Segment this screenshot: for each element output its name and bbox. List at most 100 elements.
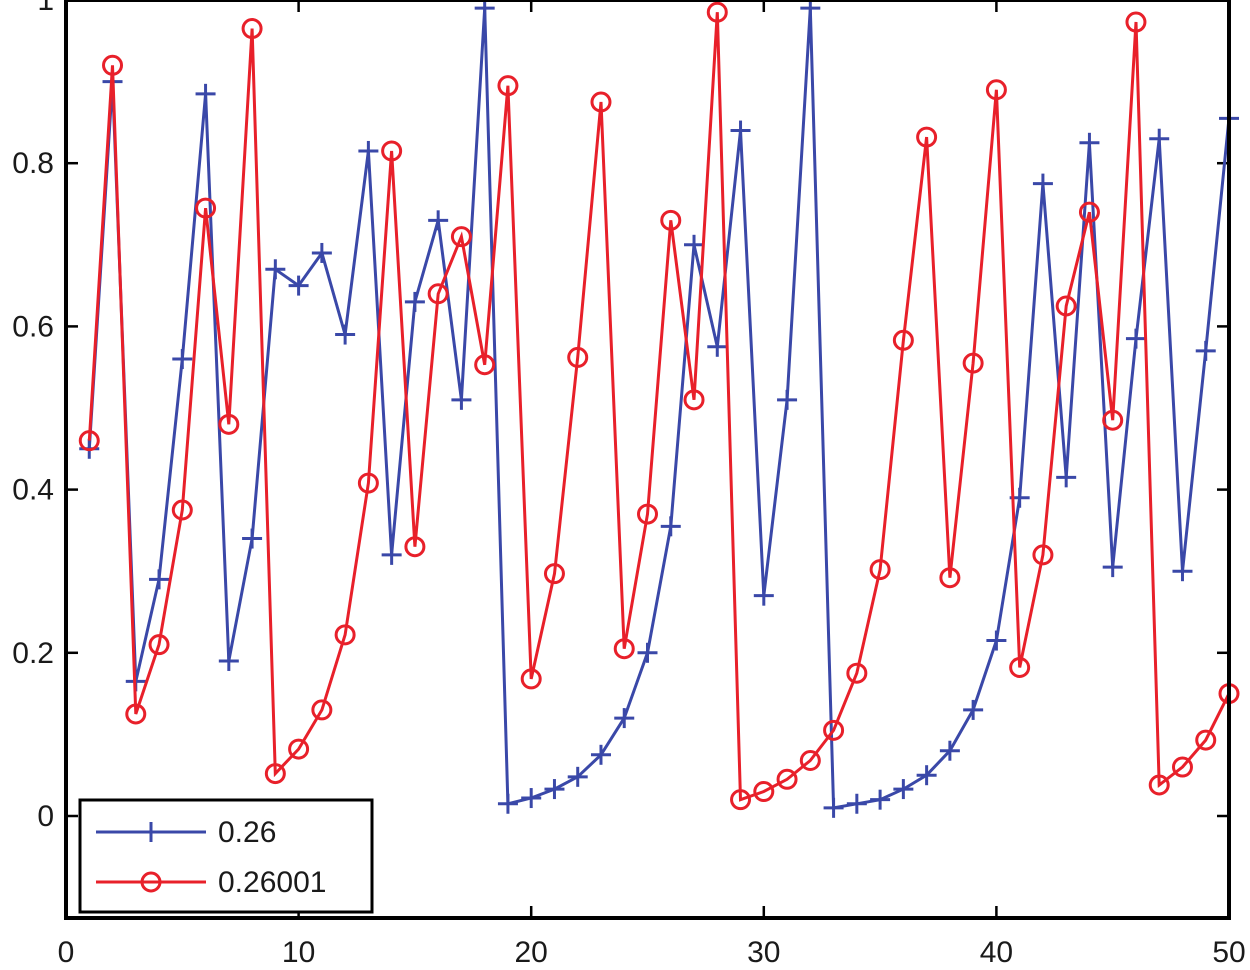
x-tick-label: 0	[58, 936, 75, 969]
data-point-circle	[1148, 774, 1170, 796]
data-point-circle	[730, 789, 752, 811]
data-point-circle	[404, 536, 426, 558]
data-point-circle	[357, 472, 379, 494]
y-tick-label: 0.6	[12, 310, 54, 343]
data-point-plus	[916, 765, 937, 786]
data-point-circle	[1055, 295, 1077, 317]
x-tick-label: 40	[980, 936, 1013, 969]
data-point-plus	[823, 797, 844, 818]
data-point-plus	[1056, 467, 1077, 488]
data-point-circle	[590, 91, 612, 113]
data-point-plus	[614, 708, 635, 729]
data-point-plus	[893, 779, 914, 800]
data-point-circle	[916, 126, 938, 148]
data-point-circle	[637, 503, 658, 525]
data-point-plus	[986, 630, 1007, 651]
y-tick-label: 0.2	[12, 637, 54, 670]
data-point-plus	[1032, 173, 1053, 194]
data-point-plus	[963, 699, 984, 720]
data-point-circle	[1032, 544, 1054, 566]
data-point-plus	[567, 766, 588, 787]
series-line	[87, 12, 1231, 802]
data-point-plus	[1195, 340, 1216, 361]
data-point-plus	[335, 324, 356, 345]
data-point-circle	[125, 703, 147, 725]
data-point-circle	[102, 54, 124, 76]
data-point-plus	[846, 793, 867, 814]
legend-box	[78, 798, 374, 914]
data-point-plus	[777, 389, 798, 410]
data-point-circle	[78, 430, 100, 452]
data-point-plus	[311, 242, 332, 263]
data-point-plus	[590, 744, 611, 765]
data-point-circle	[171, 499, 193, 521]
data-point-circle	[823, 719, 845, 741]
data-point-plus	[451, 389, 472, 410]
data-point-plus	[218, 650, 239, 671]
data-point-circle	[427, 283, 449, 305]
plot-background	[66, 0, 1229, 918]
data-point-circle	[1009, 656, 1031, 678]
data-point-plus	[1125, 328, 1146, 349]
x-tick-label: 20	[515, 936, 548, 969]
data-point-plus	[1079, 132, 1100, 153]
data-point-circle	[520, 668, 542, 690]
data-point-plus	[404, 291, 425, 312]
data-point-plus	[521, 788, 542, 809]
data-point-plus	[1149, 128, 1170, 149]
data-point-circle	[846, 662, 868, 684]
data-point-circle	[776, 768, 798, 790]
y-tick-label: 0.4	[12, 474, 54, 507]
data-point-plus	[172, 349, 193, 370]
data-point-circle	[892, 329, 914, 351]
legend-marker-plus	[141, 822, 161, 842]
data-point-plus	[544, 779, 565, 800]
x-tick-label: 10	[282, 936, 315, 969]
data-point-plus	[358, 140, 379, 161]
data-point-circle	[1102, 409, 1124, 431]
legend: 0.26 0.26001	[78, 798, 374, 914]
data-point-plus	[707, 336, 728, 357]
legend-marker-circle	[140, 871, 162, 893]
legend-plus	[141, 822, 161, 842]
data-point-plus	[288, 275, 309, 296]
data-point-circle	[1171, 756, 1193, 778]
y-tick-label: 0.8	[12, 147, 54, 180]
data-point-circle	[753, 781, 775, 803]
data-point-circle	[148, 634, 170, 656]
series-line	[87, 8, 1231, 810]
data-point-circle	[613, 638, 635, 660]
data-point-plus	[381, 544, 402, 565]
data-point-plus	[149, 569, 170, 590]
data-point-circle	[1195, 729, 1217, 751]
data-point-circle	[218, 413, 240, 435]
data-point-circle	[869, 559, 891, 581]
tick-label-group: 0 10 20 30 40 50 0 0.2 0.4 0.6 0.8 1	[12, 0, 1245, 969]
data-point-circle	[939, 567, 961, 589]
data-point-plus	[242, 528, 263, 549]
data-point-circle	[497, 75, 519, 97]
series-2	[78, 1, 1240, 811]
data-point-circle	[450, 226, 472, 248]
data-point-circle	[474, 354, 496, 376]
data-point-circle	[567, 346, 589, 368]
data-point-plus	[939, 740, 960, 761]
data-point-circle	[381, 140, 403, 162]
data-point-circle	[264, 763, 286, 785]
y-tick-label: 1	[37, 0, 54, 17]
data-point-plus	[428, 210, 449, 231]
data-point-circle	[334, 624, 356, 646]
data-point-plus	[753, 585, 774, 606]
data-point-circle	[1125, 11, 1147, 33]
x-tick-label: 30	[747, 936, 780, 969]
data-point-plus	[265, 259, 286, 280]
data-point-circle	[311, 699, 333, 721]
plot-frame	[64, 0, 1231, 920]
data-point-circle	[195, 197, 217, 219]
data-point-plus	[870, 789, 891, 810]
legend-label-series-2: 0.26001	[218, 866, 326, 899]
data-point-circle	[241, 18, 263, 40]
data-point-circle	[962, 352, 984, 374]
